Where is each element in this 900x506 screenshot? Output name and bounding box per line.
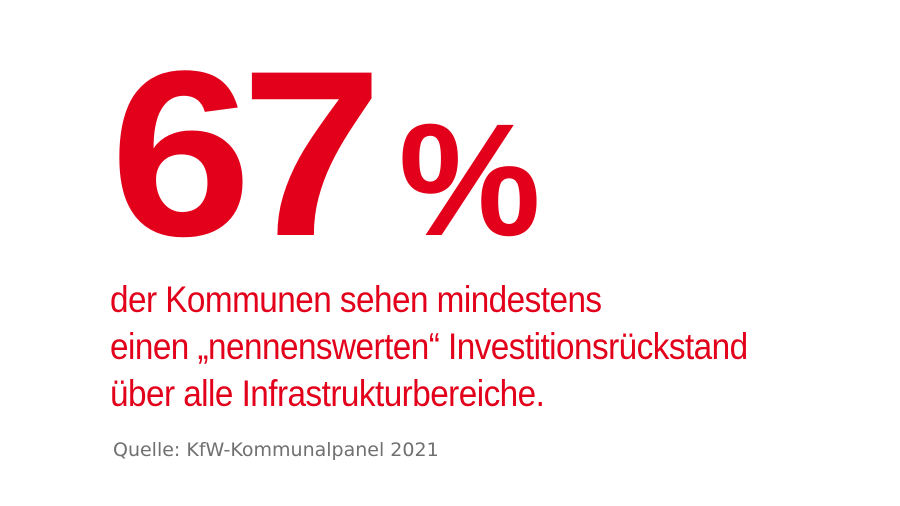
source-citation: Quelle: KfW-Kommunalpanel 2021 xyxy=(113,439,439,461)
percent-sign: % xyxy=(398,90,541,269)
description-line-2: einen „nennenswerten“ Investitionsrückst… xyxy=(110,326,748,367)
statistic-description: der Kommunen sehen mindestens einen „nen… xyxy=(110,276,748,417)
description-line-1: der Kommunen sehen mindestens xyxy=(110,279,602,320)
statistic-value: 67 xyxy=(110,22,383,286)
description-line-3: über alle Infrastrukturbereiche. xyxy=(110,373,545,414)
headline-statistic: 67 % xyxy=(110,36,541,272)
